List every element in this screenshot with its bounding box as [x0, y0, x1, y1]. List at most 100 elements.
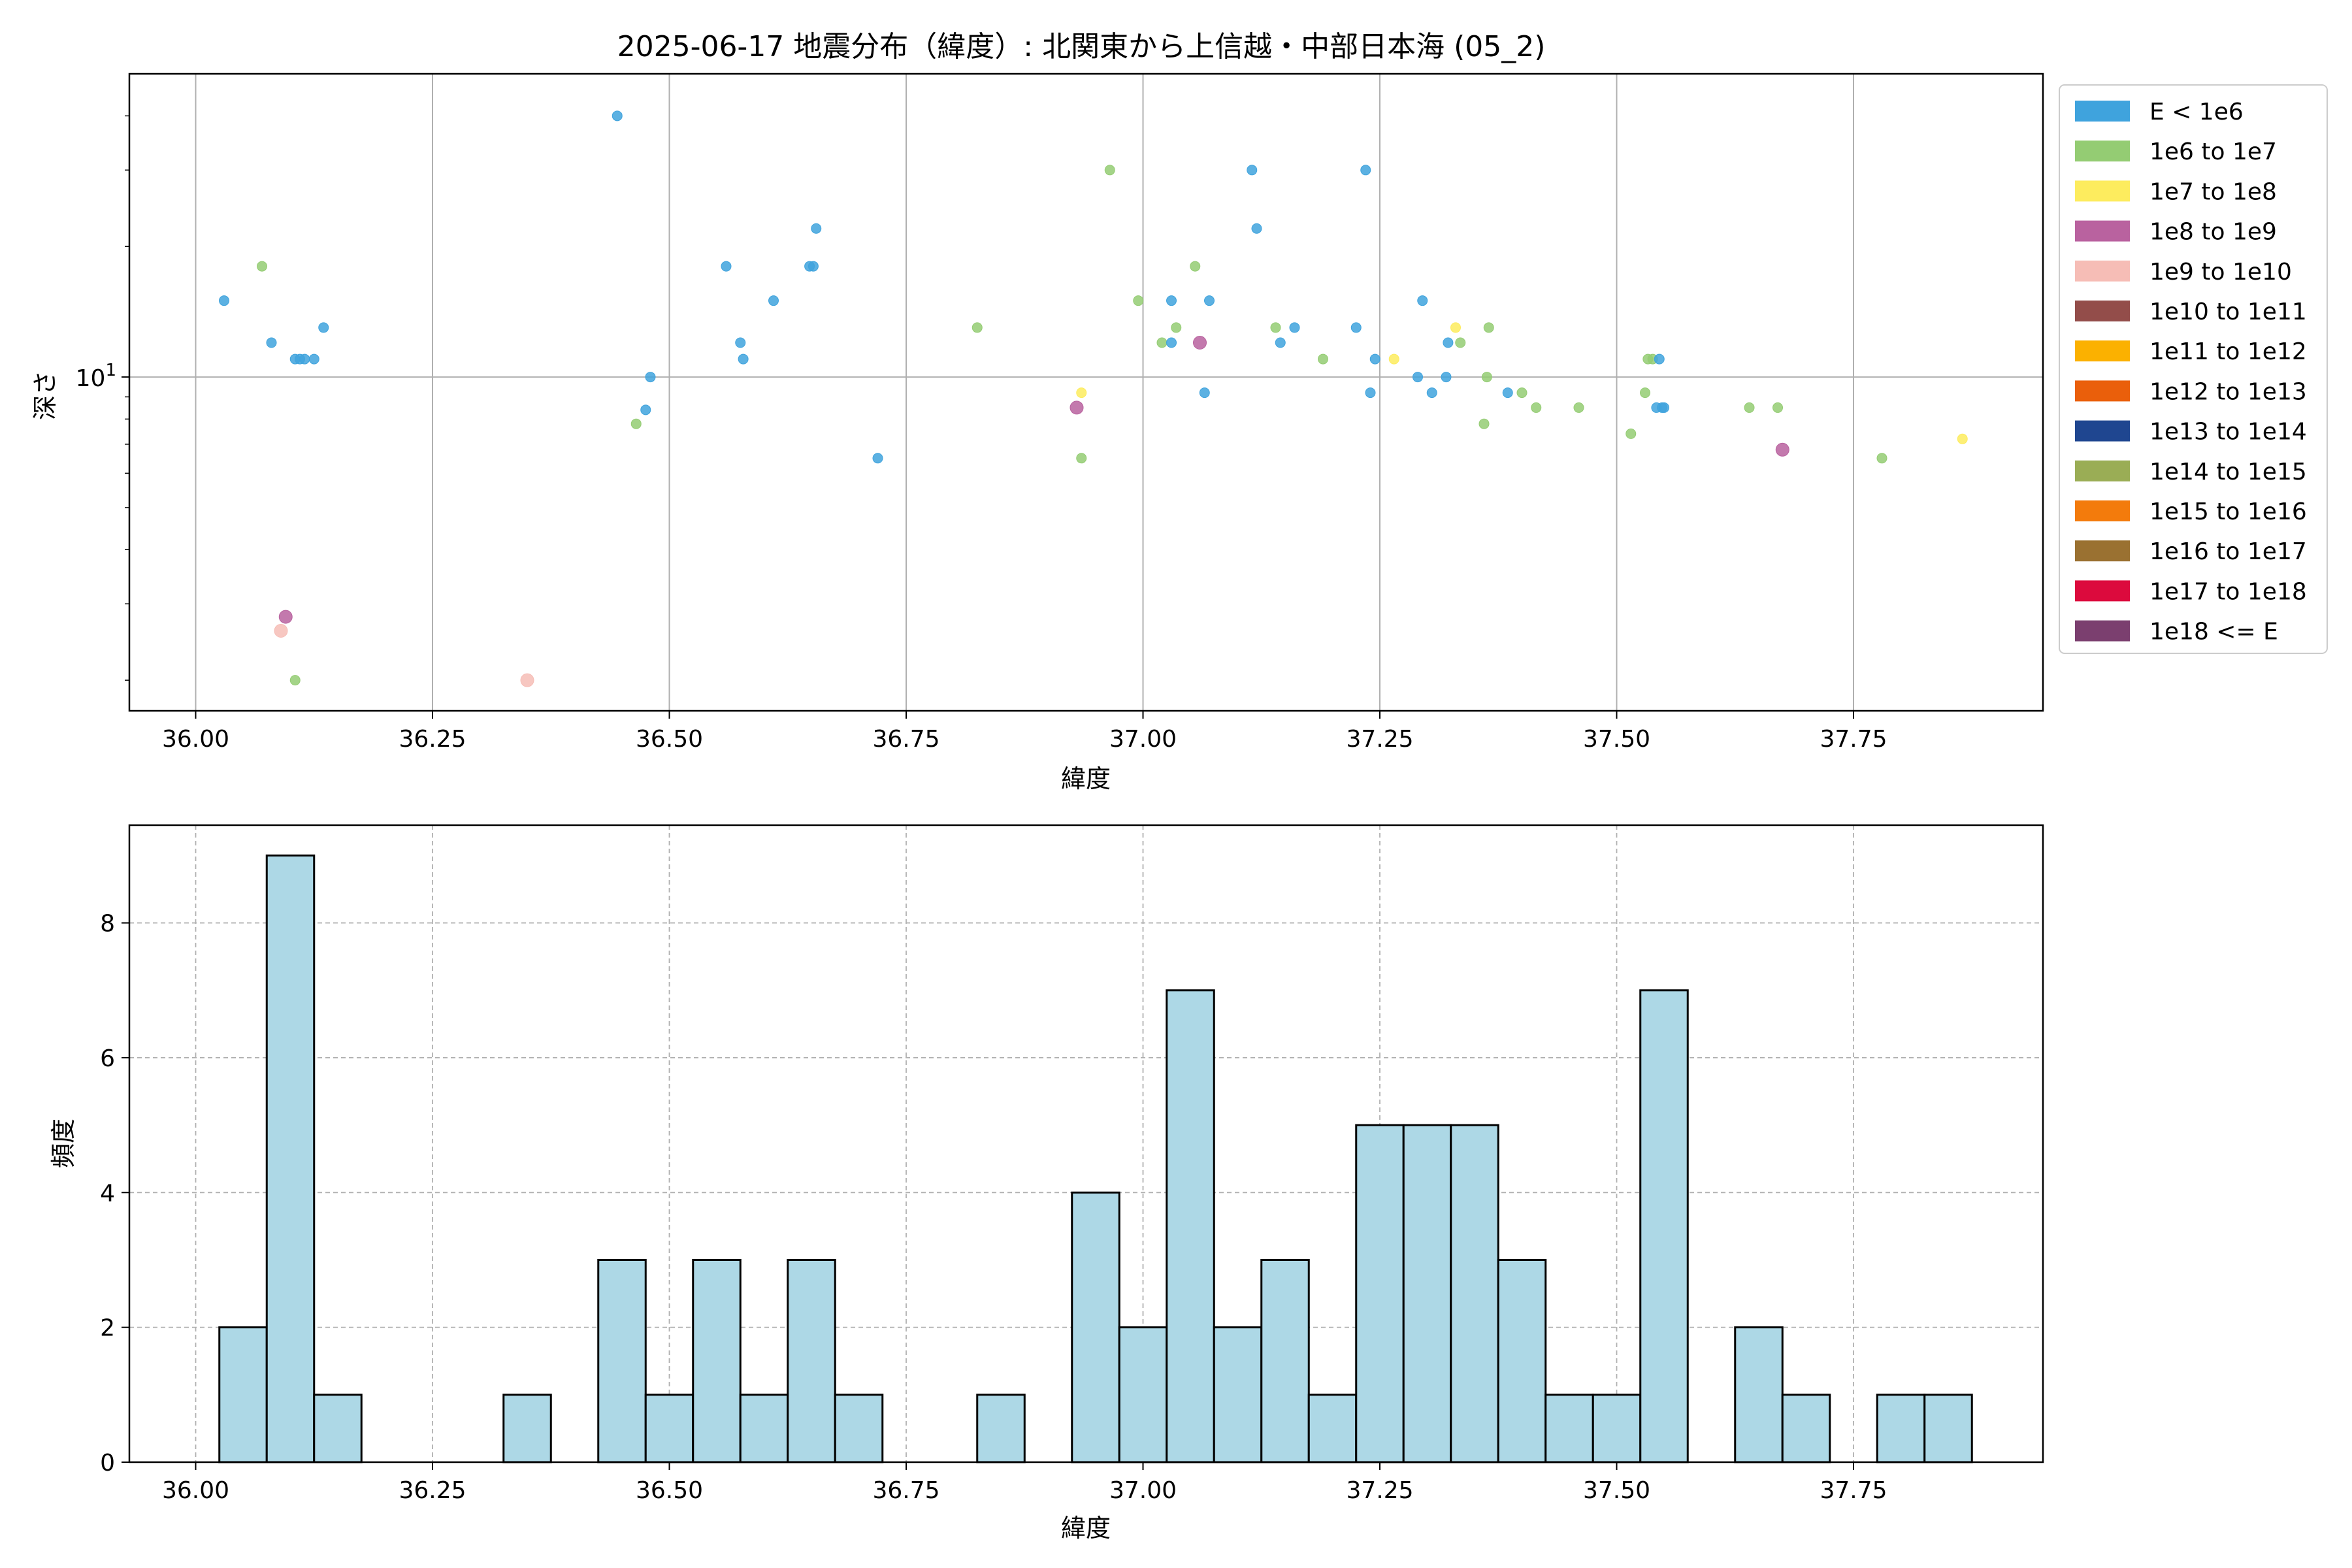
legend-label-4: 1e9 to 1e10: [2149, 259, 2292, 286]
legend-swatch-6: [2075, 340, 2130, 362]
histogram-x-tick-label-6: 37.50: [1583, 1477, 1650, 1504]
scatter-point-40: [1270, 322, 1281, 333]
scatter-point-22: [811, 223, 822, 234]
legend-label-2: 1e7 to 1e8: [2149, 178, 2277, 205]
scatter-point-27: [1076, 453, 1087, 464]
scatter-point-59: [1502, 387, 1513, 399]
scatter-point-44: [1350, 322, 1362, 333]
scatter-point-0: [219, 295, 229, 306]
histogram-bar-23: [1307, 1394, 1358, 1463]
scatter-frame: [128, 73, 2044, 712]
scatter-point-34: [1190, 261, 1201, 272]
scatter-point-54: [1450, 322, 1461, 333]
scatter-point-8: [278, 610, 293, 624]
scatter-point-57: [1481, 372, 1492, 383]
histogram-x-tick-label-7: 37.75: [1820, 1477, 1887, 1504]
histogram-bar-29: [1592, 1394, 1642, 1463]
legend-swatch-13: [2075, 620, 2130, 642]
legend-label-13: 1e18 <= E: [2149, 619, 2278, 645]
scatter-point-10: [289, 675, 301, 686]
legend-swatch-4: [2075, 260, 2130, 282]
scatter-x-tick-label-0: 36.00: [162, 726, 229, 753]
scatter-point-29: [1133, 295, 1144, 306]
legend-swatch-11: [2075, 540, 2130, 562]
histogram-bar-18: [1071, 1191, 1120, 1463]
histogram-bar-28: [1544, 1394, 1594, 1463]
scatter-point-58: [1483, 322, 1494, 333]
scatter-x-tick-label-5: 37.25: [1346, 726, 1413, 753]
scatter-point-12: [612, 110, 623, 122]
histogram-bar-1: [265, 854, 316, 1463]
histogram-bar-20: [1166, 989, 1215, 1463]
histogram-bar-12: [787, 1258, 836, 1463]
scatter-point-52: [1441, 372, 1452, 383]
scatter-title: 2025-06-17 地震分布（緯度）: 北関東から上信越・中部日本海 (05_…: [617, 30, 1546, 63]
scatter-x-ticks: 36.00 36.25 36.50 36.75 37.00 37.25 37.50 37.75: [162, 711, 1887, 753]
scatter-y-ticks: 101: [76, 115, 129, 681]
scatter-point-16: [721, 261, 732, 272]
histogram-y-tick-label-2: 4: [100, 1180, 115, 1207]
histogram-bar-25: [1402, 1124, 1452, 1463]
scatter-point-74: [1876, 453, 1887, 464]
scatter-point-63: [1625, 428, 1637, 439]
histogram-bar-0: [218, 1326, 268, 1463]
scatter-point-62: [1573, 402, 1584, 413]
legend-label-3: 1e8 to 1e9: [2149, 219, 2277, 246]
scatter-point-39: [1251, 223, 1262, 234]
histogram-x-tick-label-0: 36.00: [162, 1477, 229, 1504]
legend-swatch-1: [2075, 140, 2130, 162]
scatter-point-73: [1775, 442, 1789, 457]
histogram-y-tick-label-4: 8: [100, 911, 115, 938]
scatter-point-7: [318, 322, 329, 333]
scatter-point-38: [1247, 165, 1258, 176]
scatter-point-47: [1369, 353, 1380, 365]
histogram-x-tick-label-3: 36.75: [872, 1477, 939, 1504]
scatter-point-49: [1413, 372, 1423, 383]
scatter-point-60: [1516, 387, 1527, 399]
scatter-point-30: [1156, 337, 1168, 348]
histogram-x-tick-label-4: 37.00: [1109, 1477, 1177, 1504]
scatter-point-37: [1204, 295, 1215, 306]
legend-label-0: E < 1e6: [2149, 99, 2244, 125]
legend-swatch-5: [2075, 301, 2130, 321]
scatter-point-61: [1531, 402, 1542, 413]
scatter-point-68: [1654, 353, 1665, 365]
scatter-point-18: [738, 353, 749, 365]
scatter-point-23: [872, 453, 883, 464]
scatter-point-21: [808, 261, 819, 272]
scatter-point-48: [1388, 353, 1399, 365]
legend-label-8: 1e13 to 1e14: [2149, 419, 2307, 446]
legend-frame: [2059, 84, 2328, 654]
histogram-y-label: 頻度: [49, 1119, 78, 1168]
scatter-x-tick-label-2: 36.50: [636, 726, 703, 753]
scatter-grid: [129, 74, 2043, 711]
scatter-point-41: [1275, 337, 1286, 348]
scatter-point-17: [735, 337, 746, 348]
histogram-bar-8: [597, 1258, 647, 1463]
scatter-point-55: [1455, 337, 1466, 348]
histogram-x-tick-label-5: 37.25: [1346, 1477, 1413, 1504]
histogram-frame: [128, 824, 2044, 1463]
histogram-bar-9: [644, 1394, 694, 1463]
scatter-point-43: [1318, 353, 1328, 365]
scatter-point-35: [1193, 335, 1207, 350]
legend-label-6: 1e11 to 1e12: [2149, 338, 2307, 365]
scatter-point-28: [1104, 165, 1115, 176]
histogram-y-ticks: 0 2 4 6 8: [100, 911, 129, 1477]
legend-label-12: 1e17 to 1e18: [2149, 578, 2307, 605]
scatter-point-31: [1166, 337, 1177, 348]
scatter-point-13: [630, 418, 642, 429]
scatter-point-46: [1365, 387, 1376, 399]
histogram-bar-24: [1355, 1124, 1405, 1463]
legend-label-7: 1e12 to 1e13: [2149, 378, 2307, 405]
histogram-bar-32: [1734, 1326, 1784, 1463]
histogram-bar-33: [1781, 1394, 1831, 1463]
scatter-point-75: [1957, 433, 1968, 444]
histogram-y-tick-label-0: 0: [100, 1450, 115, 1477]
scatter-y-tick-label-0: 101: [76, 361, 116, 392]
scatter-y-label: 深さ: [31, 370, 59, 420]
scatter-point-45: [1360, 165, 1371, 176]
histogram-bar-36: [1923, 1394, 1973, 1463]
legend-swatch-9: [2075, 460, 2130, 482]
